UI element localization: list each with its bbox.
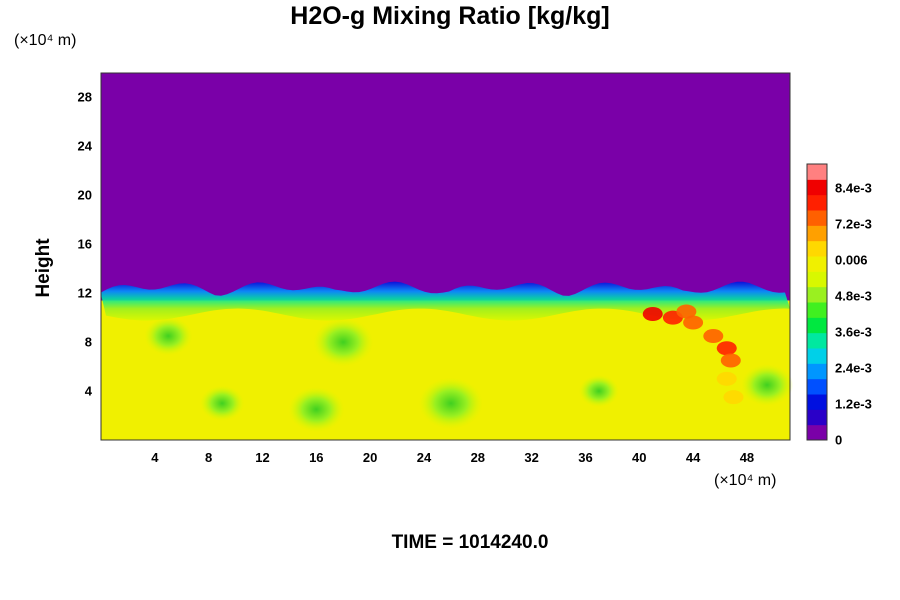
- colorbar-swatch: [807, 317, 827, 334]
- plume-cell: [720, 353, 741, 368]
- plume-cell: [683, 315, 704, 330]
- y-tick-label: 24: [77, 138, 92, 154]
- colorbar-tick-label: 7.2e-3: [835, 216, 872, 232]
- x-tick-label: 16: [309, 450, 324, 465]
- colorbar-swatch: [807, 271, 827, 288]
- y-tick-label: 16: [77, 236, 92, 252]
- eddy: [741, 364, 794, 406]
- dry-region: [101, 73, 790, 301]
- x-unit-label: (×10⁴ m): [714, 472, 777, 489]
- y-tick-label: 28: [77, 89, 92, 105]
- colorbar-swatch: [807, 286, 827, 303]
- colorbar-swatch: [807, 394, 827, 410]
- x-tick-label: 40: [632, 450, 647, 465]
- y-tick-label: 20: [77, 187, 92, 203]
- plume-cell: [716, 371, 737, 386]
- plot-frame: [100, 72, 791, 441]
- colorbar-swatch: [807, 210, 827, 226]
- colorbar: [806, 163, 828, 441]
- eddy: [578, 375, 619, 408]
- colorbar-swatch: [807, 424, 827, 441]
- colorbar-swatch: [807, 240, 827, 257]
- colorbar-swatch: [807, 348, 827, 364]
- colorbar-swatch: [807, 256, 827, 272]
- eddy: [144, 316, 193, 356]
- colorbar-swatch: [807, 409, 827, 426]
- x-tick-label: 28: [470, 450, 486, 465]
- x-tick-label: 12: [255, 450, 270, 465]
- colorbar-swatch: [807, 194, 827, 211]
- colorbar-tick-label: 0.006: [835, 252, 868, 268]
- colorbar-tick-label: 4.8e-3: [835, 288, 872, 304]
- plume-cell: [676, 304, 697, 319]
- y-tick-label: 8: [84, 334, 92, 350]
- colorbar-swatch: [807, 164, 827, 180]
- boundary-band: [101, 281, 790, 321]
- colorbar-swatch: [807, 332, 827, 349]
- plume-cell: [723, 390, 744, 405]
- chart-title: H2O-g Mixing Ratio [kg/kg]: [290, 2, 610, 30]
- plume-cell: [642, 306, 663, 321]
- x-tick-label: 44: [685, 450, 701, 465]
- colorbar-tick-label: 3.6e-3: [835, 324, 872, 340]
- colorbar-swatch: [807, 363, 827, 380]
- y-unit-label: (×10⁴ m): [14, 32, 77, 49]
- colorbar-swatch: [807, 378, 827, 395]
- eddy: [313, 318, 374, 367]
- colorbar-frame: [806, 163, 828, 441]
- x-tick-label: 32: [524, 450, 539, 465]
- x-tick-label: 4: [151, 450, 159, 465]
- eddy: [288, 387, 345, 432]
- plume-cell: [703, 329, 724, 344]
- colorbar-tick-label: 0: [835, 432, 843, 448]
- x-tick-label: 24: [416, 450, 432, 465]
- x-tick-label: 36: [578, 450, 593, 465]
- time-label: TIME = 1014240.0: [391, 532, 549, 553]
- x-tick-label: 8: [205, 450, 213, 465]
- colorbar-tick-label: 1.2e-3: [835, 396, 872, 412]
- eddy: [418, 377, 483, 429]
- colorbar-swatch: [807, 179, 827, 196]
- colorbar-tick-label: 8.4e-3: [835, 180, 872, 196]
- plume-cell: [716, 341, 737, 356]
- y-tick-label: 12: [77, 285, 92, 301]
- x-tick-label: 48: [739, 450, 755, 465]
- eddy: [200, 385, 245, 421]
- y-tick-label: 4: [84, 383, 92, 399]
- colorbar-swatch: [807, 225, 827, 242]
- colorbar-swatch: [807, 302, 827, 318]
- field-layer: [101, 73, 794, 440]
- colorbar-tick-label: 2.4e-3: [835, 360, 872, 376]
- x-tick-label: 20: [362, 450, 378, 465]
